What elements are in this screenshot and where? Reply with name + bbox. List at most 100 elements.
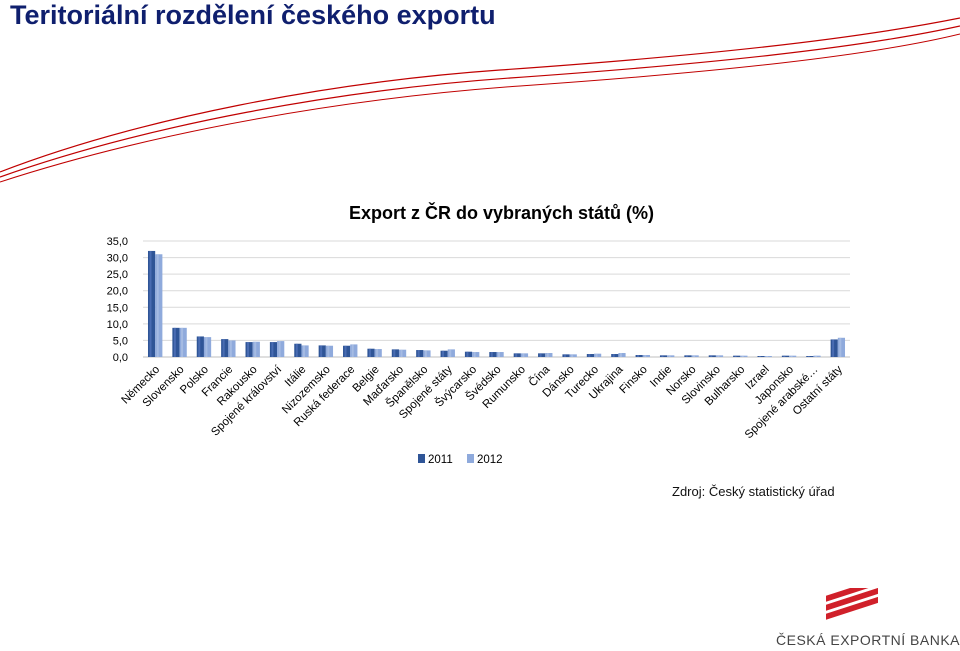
bar-highlight [302, 345, 305, 357]
bar-highlight [839, 337, 842, 357]
bar-2011 [464, 351, 473, 357]
bar-2012 [813, 355, 821, 357]
bar-highlight [351, 344, 354, 357]
bar-highlight [783, 355, 786, 357]
bar-2011 [196, 336, 204, 357]
export-bar-chart: Export z ČR do vybraných států (%) 35,0 30… [107, 202, 850, 466]
bar-highlight [619, 353, 622, 357]
bar-highlight [814, 355, 817, 357]
bar-2011 [538, 353, 546, 357]
legend-label-2012: 2012 [477, 454, 503, 466]
bar-2011 [440, 350, 448, 357]
bar-2011 [318, 345, 326, 357]
bar-2011 [684, 355, 692, 357]
chart-title: Export z ČR do vybraných států (%) [349, 202, 654, 223]
bar-highlight [612, 354, 615, 357]
bar-highlight [734, 355, 737, 357]
bar-2012 [325, 345, 334, 357]
y-tick-label: 35,0 [107, 236, 128, 248]
bar-2011 [489, 352, 497, 357]
bar-highlight [205, 337, 208, 357]
bar-highlight [368, 348, 371, 357]
bar-highlight [710, 355, 713, 357]
bar-highlight [320, 345, 323, 357]
bar-2011 [391, 349, 399, 357]
bar-2011 [611, 354, 619, 357]
bar-2011 [757, 356, 765, 357]
bank-name: ČESKÁ EXPORTNÍ BANKA [776, 632, 960, 648]
logo-stripe [826, 596, 878, 620]
bar-2012 [642, 355, 650, 357]
bar-2012 [594, 353, 602, 357]
bar-2011 [708, 355, 716, 357]
bar-highlight [668, 355, 671, 357]
bar-2011 [172, 327, 180, 357]
bar-highlight [571, 354, 574, 357]
bar-highlight [490, 352, 493, 357]
bar-2012 [252, 341, 260, 357]
bar-2011 [635, 355, 643, 357]
bar-highlight [758, 356, 761, 357]
bar-highlight [278, 341, 281, 357]
bar-highlight [149, 250, 152, 357]
bar-2012 [545, 353, 553, 357]
bar-highlight [644, 355, 647, 357]
bar-highlight [498, 352, 500, 357]
bar-highlight [449, 349, 452, 357]
bar-2011 [147, 250, 156, 357]
bar-2012 [472, 352, 480, 357]
bar-highlight [473, 352, 476, 357]
y-tick-label: 20,0 [107, 286, 128, 298]
bar-highlight [515, 353, 518, 357]
y-tick-label: 25,0 [107, 269, 128, 281]
bar-highlight [741, 355, 744, 357]
bar-2012 [423, 350, 431, 357]
bar-highlight [229, 340, 232, 357]
bar-highlight [588, 354, 591, 357]
bar-2011 [269, 342, 278, 357]
bar-highlight [807, 356, 810, 357]
wave-stripe [0, 25, 960, 178]
bar-2012 [277, 341, 285, 357]
bar-2012 [520, 353, 529, 357]
bar-highlight [790, 355, 793, 357]
bar-highlight [376, 349, 379, 357]
bar-2012 [301, 345, 309, 357]
bar-highlight [766, 356, 769, 357]
bar-highlight [327, 345, 330, 357]
logo-stripe [826, 588, 878, 602]
bar-2011 [586, 354, 595, 357]
bar-highlight [563, 354, 566, 357]
bar-2012 [398, 349, 407, 357]
bar-2012 [764, 356, 772, 357]
bar-highlight [198, 336, 201, 357]
bar-2012 [179, 327, 187, 357]
x-category-label: Finsko [617, 364, 649, 396]
bar-2012 [569, 354, 577, 357]
bar-highlight [832, 339, 835, 357]
bar-2012 [789, 355, 797, 357]
y-tick-label: 30,0 [107, 253, 128, 265]
bar-2011 [781, 355, 790, 357]
bar-2011 [659, 355, 668, 357]
y-tick-label: 15,0 [107, 302, 128, 314]
bar-highlight [417, 350, 420, 357]
bar-highlight [595, 353, 598, 357]
source-note: Zdroj: Český statistický úřad [672, 484, 835, 499]
bar-highlight [393, 349, 396, 357]
bar-2011 [221, 339, 229, 357]
bar-highlight [181, 327, 184, 357]
bar-highlight [522, 353, 525, 357]
bar-highlight [247, 342, 250, 357]
bar-highlight [637, 355, 640, 357]
bar-highlight [442, 350, 445, 357]
slide-title: Teritoriální rozdělení českého exportu [10, 0, 496, 30]
bar-highlight [156, 254, 159, 357]
bar-2011 [562, 354, 570, 357]
bar-highlight [271, 342, 274, 357]
bar-2012 [740, 355, 748, 357]
legend-swatch-2011 [418, 454, 425, 463]
wave-stripe [0, 33, 960, 183]
bar-2012 [715, 355, 724, 357]
logo-stripe [826, 588, 878, 611]
